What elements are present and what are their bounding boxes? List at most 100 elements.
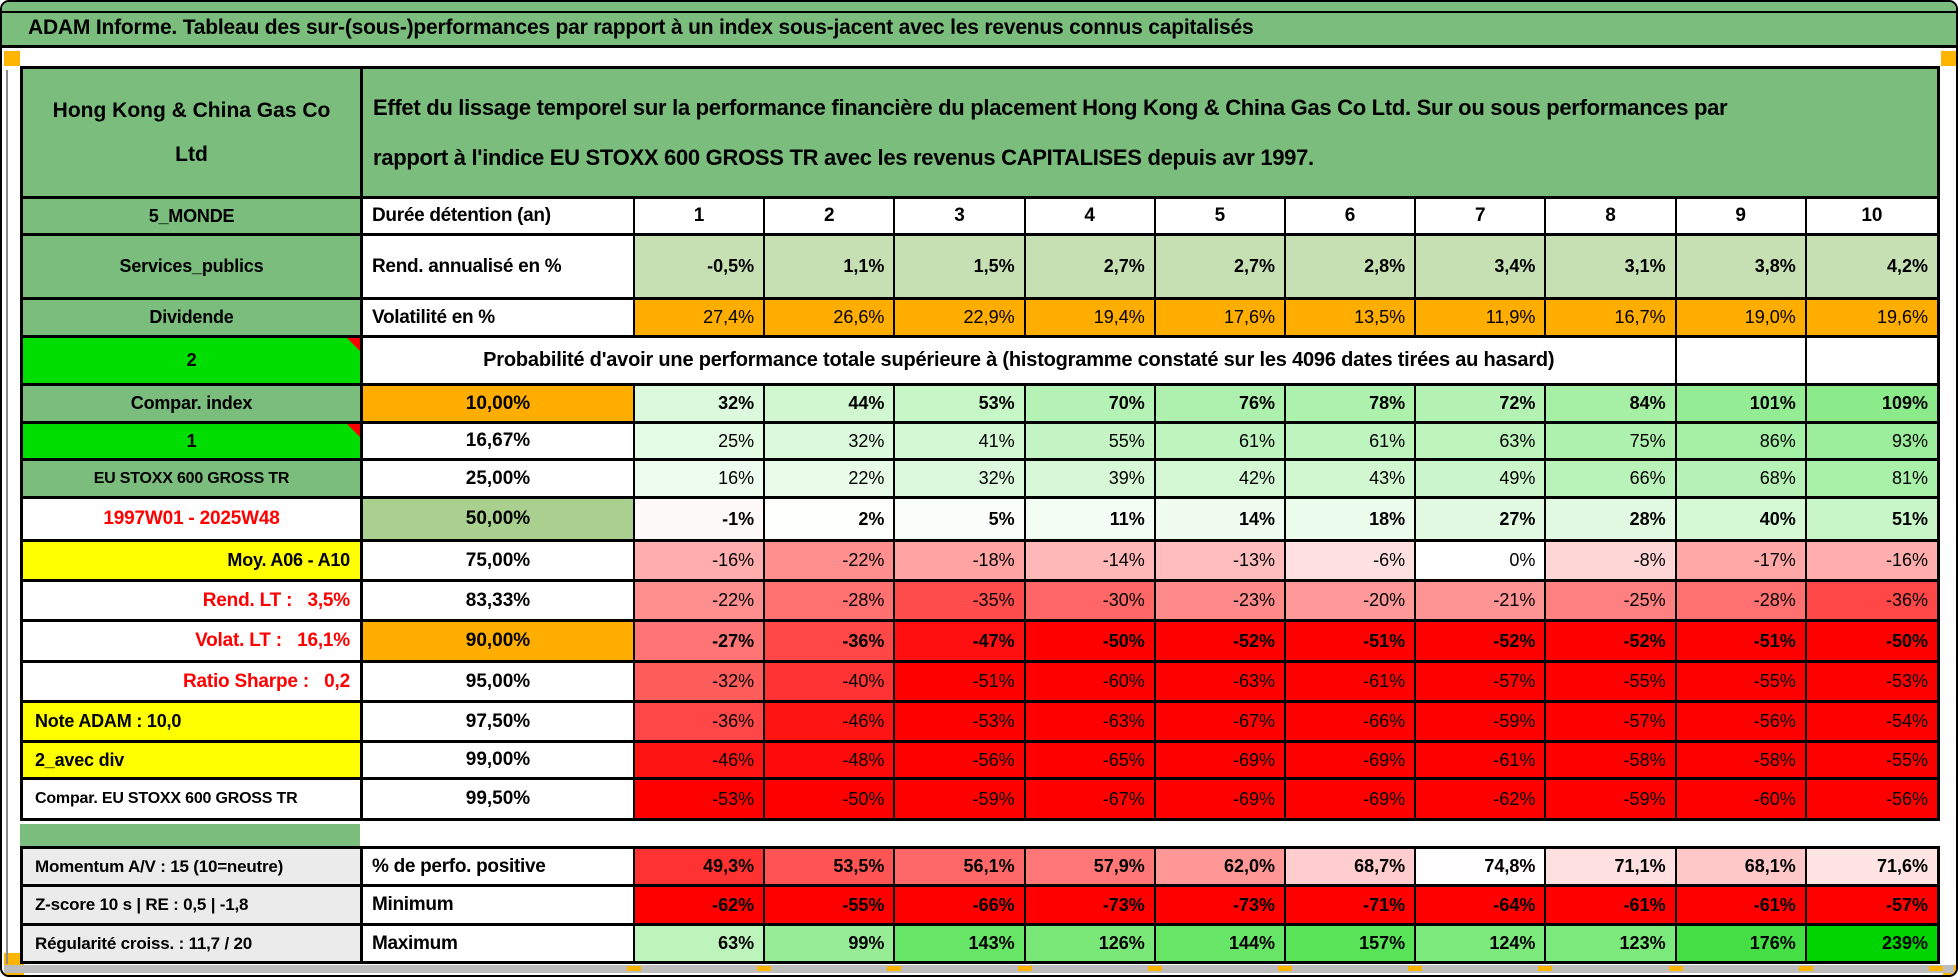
holding-period-cell[interactable]: 3 xyxy=(895,199,1026,233)
value-cell[interactable]: 0% xyxy=(1416,542,1547,579)
row-label-cell[interactable]: 5_MONDE xyxy=(23,199,363,233)
row-label-cell[interactable]: Compar. index xyxy=(23,386,363,421)
value-cell[interactable]: 27,4% xyxy=(635,300,766,335)
value-cell[interactable]: 3,1% xyxy=(1546,236,1677,297)
value-cell[interactable]: 2% xyxy=(765,499,896,539)
value-cell[interactable]: -1% xyxy=(635,499,766,539)
value-cell[interactable]: 4,2% xyxy=(1806,236,1937,297)
value-cell[interactable]: 101% xyxy=(1676,386,1807,421)
value-cell[interactable]: -13% xyxy=(1155,542,1286,579)
row-label-cell[interactable]: Rend. LT : 3,5% xyxy=(23,582,363,619)
value-cell[interactable]: -61% xyxy=(1546,887,1677,923)
value-cell[interactable]: 49% xyxy=(1416,461,1547,496)
holding-period-cell[interactable]: 10 xyxy=(1806,199,1937,233)
value-cell[interactable]: -28% xyxy=(1676,582,1807,619)
value-cell[interactable]: 19,6% xyxy=(1806,300,1937,335)
value-cell[interactable]: -14% xyxy=(1025,542,1156,579)
value-cell[interactable]: -61% xyxy=(1416,743,1547,777)
value-cell[interactable]: -48% xyxy=(765,743,896,777)
value-cell[interactable]: 32% xyxy=(895,461,1026,496)
value-cell[interactable]: -69% xyxy=(1155,780,1286,818)
value-cell[interactable]: -57% xyxy=(1416,663,1547,700)
value-cell[interactable]: 39% xyxy=(1025,461,1156,496)
value-cell[interactable]: 176% xyxy=(1676,926,1807,961)
metric-cell[interactable]: 95,00% xyxy=(363,663,635,700)
value-cell[interactable]: 61% xyxy=(1155,424,1286,458)
metric-cell[interactable]: 99,00% xyxy=(363,743,635,777)
value-cell[interactable]: -54% xyxy=(1806,703,1937,740)
value-cell[interactable]: 17,6% xyxy=(1155,300,1286,335)
value-cell[interactable]: -23% xyxy=(1155,582,1286,619)
value-cell[interactable]: -40% xyxy=(765,663,896,700)
value-cell[interactable]: 2,7% xyxy=(1155,236,1286,297)
table-description-cell[interactable]: Effet du lissage temporel sur la perform… xyxy=(363,69,1937,196)
value-cell[interactable]: 28% xyxy=(1546,499,1677,539)
value-cell[interactable]: -55% xyxy=(1676,663,1807,700)
value-cell[interactable]: 53,5% xyxy=(765,849,896,884)
holding-period-cell[interactable]: 2 xyxy=(765,199,896,233)
row-label-cell[interactable]: 1997W01 - 2025W48 xyxy=(23,499,363,539)
value-cell[interactable]: 93% xyxy=(1806,424,1937,458)
value-cell[interactable]: -64% xyxy=(1416,887,1547,923)
value-cell[interactable]: -16% xyxy=(635,542,766,579)
value-cell[interactable]: -57% xyxy=(1806,887,1937,923)
value-cell[interactable]: -66% xyxy=(1285,703,1417,740)
holding-period-cell[interactable]: 7 xyxy=(1416,199,1547,233)
metric-cell[interactable]: 50,00% xyxy=(363,499,635,539)
metric-cell[interactable]: Maximum xyxy=(363,926,635,961)
value-cell[interactable]: -30% xyxy=(1025,582,1156,619)
value-cell[interactable]: -0,5% xyxy=(635,236,766,297)
value-cell[interactable]: 22% xyxy=(765,461,896,496)
value-cell[interactable]: 157% xyxy=(1285,926,1417,961)
value-cell[interactable]: -62% xyxy=(635,887,766,923)
value-cell[interactable]: 71,6% xyxy=(1806,849,1937,884)
value-cell[interactable]: -56% xyxy=(1806,780,1937,818)
metric-cell[interactable]: Volatilité en % xyxy=(363,300,635,335)
metric-cell[interactable]: 10,00% xyxy=(363,386,635,421)
value-cell[interactable]: 70% xyxy=(1025,386,1156,421)
value-cell[interactable]: -46% xyxy=(765,703,896,740)
value-cell[interactable]: 5% xyxy=(895,499,1026,539)
value-cell[interactable]: -51% xyxy=(1676,622,1807,660)
value-cell[interactable]: -59% xyxy=(895,780,1026,818)
holding-period-cell[interactable]: 9 xyxy=(1676,199,1807,233)
value-cell[interactable]: 63% xyxy=(1416,424,1547,458)
value-cell[interactable]: -36% xyxy=(765,622,896,660)
probability-header-cell[interactable]: Probabilité d'avoir une performance tota… xyxy=(363,338,1677,383)
value-cell[interactable]: -27% xyxy=(635,622,766,660)
value-cell[interactable]: -55% xyxy=(1806,743,1937,777)
value-cell[interactable]: -8% xyxy=(1546,542,1677,579)
metric-cell[interactable]: 16,67% xyxy=(363,424,635,458)
value-cell[interactable]: 11,9% xyxy=(1416,300,1547,335)
value-cell[interactable]: -67% xyxy=(1155,703,1286,740)
value-cell[interactable]: 13,5% xyxy=(1285,300,1417,335)
empty-cell[interactable] xyxy=(1676,338,1807,383)
value-cell[interactable]: -20% xyxy=(1285,582,1417,619)
value-cell[interactable]: 71,1% xyxy=(1546,849,1677,884)
value-cell[interactable]: -21% xyxy=(1416,582,1547,619)
value-cell[interactable]: 143% xyxy=(895,926,1026,961)
value-cell[interactable]: -59% xyxy=(1416,703,1547,740)
value-cell[interactable]: 18% xyxy=(1285,499,1417,539)
value-cell[interactable]: 19,4% xyxy=(1025,300,1156,335)
value-cell[interactable]: 84% xyxy=(1546,386,1677,421)
value-cell[interactable]: 1,1% xyxy=(765,236,896,297)
value-cell[interactable]: -35% xyxy=(895,582,1026,619)
value-cell[interactable]: -55% xyxy=(765,887,896,923)
value-cell[interactable]: -73% xyxy=(1155,887,1286,923)
value-cell[interactable]: 41% xyxy=(895,424,1026,458)
row-label-cell[interactable]: 2 xyxy=(23,338,363,383)
value-cell[interactable]: -58% xyxy=(1546,743,1677,777)
value-cell[interactable]: 55% xyxy=(1025,424,1156,458)
metric-cell[interactable]: Rend. annualisé en % xyxy=(363,236,635,297)
value-cell[interactable]: 2,8% xyxy=(1285,236,1417,297)
value-cell[interactable]: -62% xyxy=(1416,780,1547,818)
value-cell[interactable]: -32% xyxy=(635,663,766,700)
value-cell[interactable]: -73% xyxy=(1025,887,1156,923)
value-cell[interactable]: -50% xyxy=(1806,622,1937,660)
value-cell[interactable]: 51% xyxy=(1806,499,1937,539)
value-cell[interactable]: -69% xyxy=(1285,743,1417,777)
value-cell[interactable]: 14% xyxy=(1155,499,1286,539)
row-label-cell[interactable]: Note ADAM : 10,0 xyxy=(23,703,363,740)
row-label-cell[interactable]: Régularité croiss. : 11,7 / 20 xyxy=(23,926,363,961)
